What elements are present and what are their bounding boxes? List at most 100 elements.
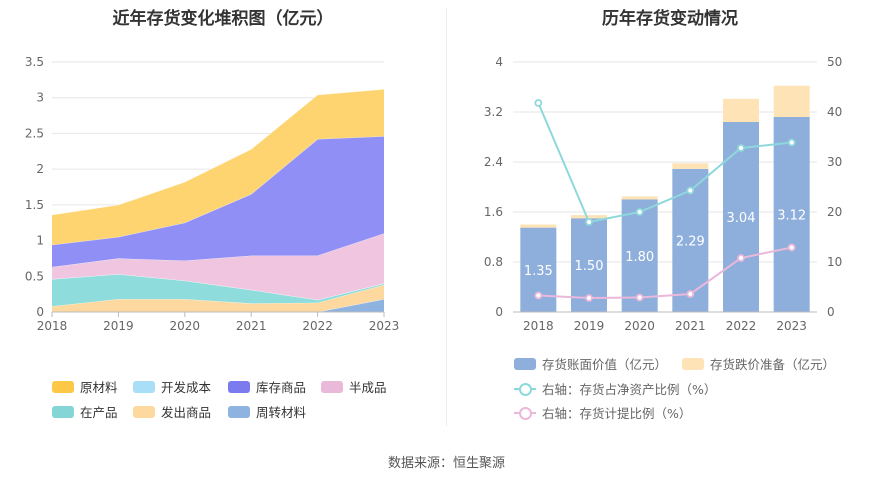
- legend-label: 右轴：存货计提比例（%）: [542, 406, 692, 421]
- bar-value-label: 1.50: [575, 259, 604, 274]
- left-x-tick-label: 2022: [302, 319, 333, 333]
- legend-item-右轴：存货占净资产比例（%）[interactable]: 右轴：存货占净资产比例（%）: [514, 379, 716, 398]
- left-y-tick-label: 3: [36, 91, 44, 105]
- right-x-tick-label: 2023: [776, 319, 807, 333]
- left-x-tick-label: 2018: [37, 319, 68, 333]
- line-point: [585, 294, 593, 302]
- inventory-stacked-area-panel: 近年存货变化堆积图（亿元） 0 0.5 1 1.5 2 2.5 3 3.5 2018 2019 20…: [0, 0, 446, 430]
- legend-line-swatch: [514, 382, 536, 396]
- legend-item-开发成本[interactable]: 开发成本: [133, 377, 211, 396]
- legend-label: 右轴：存货占净资产比例（%）: [542, 382, 717, 397]
- bar-impairment: [723, 98, 759, 122]
- line-provision-ratio: [538, 246, 792, 300]
- panel-divider: [446, 8, 447, 426]
- legend-swatch: [228, 405, 250, 418]
- legend-label: 发出商品: [161, 405, 212, 420]
- legend-item-右轴：存货计提比例（%）[interactable]: 右轴：存货计提比例（%）: [514, 403, 691, 422]
- bar-value-label: 1.80: [625, 250, 654, 265]
- line-point: [635, 208, 644, 216]
- legend-item-周转材料[interactable]: 周转材料: [228, 402, 306, 421]
- legend-label: 存货跌价准备（亿元）: [710, 357, 836, 372]
- legend-item-在产品[interactable]: 在产品: [52, 402, 118, 421]
- area-edge-原材料: [51, 88, 385, 216]
- right-x-tick-label: 2022: [726, 319, 757, 333]
- right-y2-tick-label: 40: [827, 105, 842, 119]
- right-y-tick-label: 0.8: [484, 255, 503, 269]
- bar-impairment: [520, 224, 557, 228]
- bar-value-label: 3.04: [727, 211, 756, 226]
- line-point: [737, 144, 745, 152]
- right-y2-tick-label: 10: [827, 255, 842, 269]
- legend-item-存货跌价准备（亿元）[interactable]: 存货跌价准备（亿元）: [682, 354, 835, 373]
- line-point: [635, 293, 644, 302]
- legend-label: 原材料: [80, 380, 118, 395]
- area-发出商品: [52, 284, 384, 312]
- area-原材料: [52, 89, 384, 245]
- line-point: [787, 138, 796, 147]
- right-y-tick-label: 1.6: [484, 205, 503, 219]
- left-x-tick-label: 2019: [103, 319, 134, 333]
- legend-line-swatch: [514, 406, 536, 420]
- legend-swatch: [52, 380, 74, 393]
- right-chart-title: 历年存货变动情况: [602, 9, 738, 29]
- legend-swatch: [321, 380, 343, 393]
- legend-item-半成品[interactable]: 半成品: [321, 377, 387, 396]
- right-y2-tick-label: 50: [827, 55, 842, 69]
- left-y-tick-label: 1: [36, 234, 44, 248]
- legend-swatch: [133, 405, 155, 418]
- line-point: [686, 290, 695, 298]
- left-y-tick-label: 0: [36, 305, 44, 319]
- bar-impairment: [571, 215, 607, 219]
- right-y-tick-label: 3.2: [484, 105, 503, 119]
- line-point: [787, 243, 796, 252]
- line-net-asset-ratio: [537, 102, 792, 224]
- bar-impairment: [773, 85, 810, 117]
- legend-label: 开发成本: [161, 380, 212, 395]
- legend-label: 半成品: [349, 380, 387, 395]
- legend-item-库存商品[interactable]: 库存商品: [228, 377, 306, 396]
- left-y-tick-label: 3.5: [25, 55, 44, 69]
- right-y2-tick-label: 20: [827, 205, 842, 219]
- right-y-tick-label: 4: [495, 55, 503, 69]
- left-y-tick-label: 0.5: [25, 269, 44, 283]
- legend-item-原材料[interactable]: 原材料: [52, 377, 118, 396]
- line-point: [534, 291, 543, 300]
- data-source: 数据来源：恒生聚源: [387, 456, 505, 471]
- bar-book-value: [723, 122, 759, 312]
- line-point: [737, 254, 745, 262]
- legend-swatch: [52, 405, 74, 418]
- stacked-area-chart: 0 0.5 1 1.5 2 2.5 3 3.5 2018 2019 2020 2021 2022 2023: [25, 55, 400, 333]
- right-x-tick-label: 2020: [624, 319, 655, 333]
- left-x-tick-label: 2023: [369, 319, 400, 333]
- legend-swatch: [133, 380, 155, 393]
- inventory-change-panel: 历年存货变动情况 0 0.8 1.6 2.4 3.2 4 0 10 20 30 40 50 1.35 1.…: [447, 0, 893, 430]
- left-y-tick-label: 2.5: [25, 126, 44, 140]
- legend-swatch: [228, 380, 250, 393]
- left-y-tick-label: 1.5: [25, 198, 44, 212]
- left-y-tick-label: 2: [36, 162, 44, 176]
- line-point: [686, 186, 695, 195]
- right-x-tick-label: 2021: [675, 319, 706, 333]
- legend-item-发出商品[interactable]: 发出商品: [133, 402, 211, 421]
- area-在产品: [52, 274, 384, 307]
- bar-value-label: 1.35: [524, 264, 553, 279]
- right-y2-tick-label: 0: [827, 305, 835, 319]
- area-周转材料: [52, 299, 384, 312]
- right-x-tick-label: 2018: [523, 319, 554, 333]
- legend-item-存货账面价值（亿元）[interactable]: 存货账面价值（亿元）: [514, 354, 667, 373]
- right-y2-tick-label: 30: [827, 155, 842, 169]
- right-x-tick-label: 2019: [574, 319, 605, 333]
- bar-value-label: 2.29: [676, 234, 705, 249]
- legend-label: 在产品: [80, 405, 118, 420]
- legend-label: 周转材料: [256, 405, 307, 420]
- right-y-tick-label: 2.4: [484, 155, 503, 169]
- legend-swatch: [514, 357, 536, 370]
- legend-label: 库存商品: [256, 380, 307, 395]
- line-point: [585, 218, 593, 226]
- left-chart-title: 近年存货变化堆积图（亿元）: [112, 9, 334, 29]
- area-半成品: [52, 233, 384, 300]
- line-point: [534, 99, 543, 107]
- bar-book-value: [773, 117, 810, 312]
- left-x-tick-label: 2021: [236, 319, 267, 333]
